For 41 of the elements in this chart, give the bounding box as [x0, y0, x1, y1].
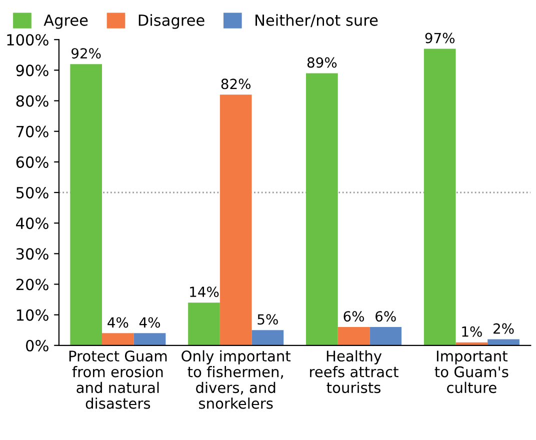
data-label: 89%: [307, 57, 337, 68]
bar: [188, 302, 220, 346]
y-tick-label: 30%: [16, 248, 48, 260]
x-tick-label: Important to Guam's culture: [434, 350, 508, 394]
data-label: 92%: [72, 48, 101, 59]
x-tick-label: Only important to fishermen, divers, and snorkelers: [182, 350, 291, 409]
y-tick-label: 0%: [26, 340, 48, 352]
bar: [70, 64, 102, 346]
y-tick-label: 80%: [16, 95, 48, 107]
data-label: 6%: [344, 311, 364, 322]
data-label: 2%: [494, 323, 514, 334]
y-tick-label: 100%: [7, 34, 48, 46]
x-tick-label: Healthy reefs attract tourists: [310, 350, 398, 394]
y-tick-label: 10%: [16, 309, 48, 321]
bar: [102, 333, 134, 346]
bar: [220, 94, 252, 346]
bar: [370, 327, 402, 346]
bar: [306, 73, 338, 346]
data-label: 82%: [221, 78, 251, 90]
legend-label: Agree: [44, 14, 88, 29]
y-tick-label: 70%: [16, 126, 48, 138]
bar: [252, 330, 284, 346]
bar: [488, 339, 520, 346]
y-tick-label: 90%: [16, 64, 48, 76]
y-tick-label: 50%: [16, 186, 48, 199]
data-label: 14%: [190, 286, 219, 298]
legend-label: Disagree: [138, 14, 204, 29]
y-tick-label: 40%: [16, 218, 48, 230]
data-label: 5%: [258, 314, 278, 325]
data-label: 97%: [425, 32, 455, 44]
data-label: 4%: [139, 317, 160, 328]
bar: [338, 327, 370, 346]
x-tick-label: Protect Guam from erosion and natural disasters: [69, 350, 167, 409]
bar: [424, 48, 456, 346]
bar: [134, 333, 166, 346]
y-tick-label: 20%: [16, 278, 48, 290]
legend-label: Neither/not sure: [256, 14, 378, 28]
data-label: 1%: [462, 326, 482, 337]
data-label: 4%: [108, 317, 128, 328]
y-tick-label: 60%: [16, 156, 48, 168]
data-label: 6%: [376, 311, 396, 322]
